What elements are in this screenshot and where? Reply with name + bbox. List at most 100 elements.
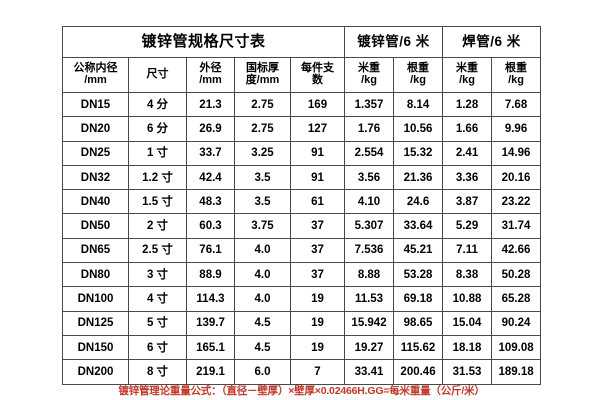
table-row: DN25 1 寸 33.7 3.25 91 2.554 15.32 2.41 1… [62,140,542,166]
cell-galv-per-stick: 200.46 [393,359,444,385]
header-line-1: 根重 [505,62,528,75]
cell-nominal-diameter: DN200 [62,359,129,385]
cell-pieces: 19 [289,334,346,361]
cell-weld-per-meter: 2.41 [442,140,493,166]
cell-galv-per-meter: 1.357 [344,91,395,118]
cell-weld-per-stick: 189.18 [491,359,542,385]
cell-weld-per-stick: 90.24 [491,310,542,336]
header-line-1: 尺寸 [146,68,169,81]
cell-galv-per-stick: 53.28 [393,262,444,288]
cell-size: 4 寸 [128,286,187,312]
cell-weld-per-meter: 1.28 [442,91,493,118]
cell-size: 2 寸 [128,213,187,239]
column-header-galv-weight-per-meter: 米重 /kg [344,57,395,93]
cell-pieces: 169 [289,91,346,118]
cell-pieces: 37 [289,262,346,288]
cell-weld-per-stick: 14.96 [491,140,542,166]
cell-weld-per-meter: 1.66 [442,116,493,142]
column-header-nominal-diameter: 公称内径 /mm [62,57,129,93]
cell-outer-diameter: 219.1 [186,359,235,385]
table-row: DN20 6 分 26.9 2.75 127 1.76 10.56 1.66 9… [62,116,542,142]
cell-thickness: 3.75 [234,213,291,239]
cell-galv-per-stick: 98.65 [393,310,444,336]
cell-outer-diameter: 76.1 [186,237,235,264]
header-line-1: 根重 [407,62,430,75]
cell-nominal-diameter: DN65 [62,237,129,264]
header-line-2: /kg [508,74,524,86]
cell-weld-per-meter: 8.38 [442,262,493,288]
cell-size: 3 寸 [128,262,187,288]
cell-weld-per-meter: 3.36 [442,164,493,191]
cell-size: 1.2 寸 [128,164,187,191]
column-header-pieces-per-bundle: 每件支 数 [289,57,346,93]
cell-galv-per-meter: 19.27 [344,334,395,361]
cell-outer-diameter: 26.9 [186,116,235,142]
table-title-row: 镀锌管规格尺寸表 镀锌管/6 米 焊管/6 米 [61,26,542,58]
cell-galv-per-meter: 1.76 [344,116,395,142]
cell-size: 5 寸 [128,310,187,336]
pipe-spec-table: 镀锌管规格尺寸表 镀锌管/6 米 焊管/6 米 公称内径 /mm 尺寸 外径 /… [61,26,542,399]
cell-outer-diameter: 165.1 [186,334,235,361]
cell-galv-per-meter: 33.41 [344,359,395,385]
cell-weld-per-meter: 5.29 [442,213,493,239]
cell-galv-per-meter: 4.10 [344,189,395,215]
header-line-2: /mm [84,74,107,86]
cell-weld-per-stick: 23.22 [491,189,542,215]
cell-galv-per-meter: 11.53 [344,286,395,312]
cell-thickness: 3.5 [234,189,291,215]
cell-pieces: 19 [289,310,346,336]
cell-size: 8 寸 [128,359,187,385]
table-row: DN65 2.5 寸 76.1 4.0 37 7.536 45.21 7.11 … [62,237,542,264]
cell-galv-per-stick: 69.18 [393,286,444,312]
column-header-row: 公称内径 /mm 尺寸 外径 /mm 国标厚 度/mm 每件支 数 [62,57,542,93]
cell-weld-per-stick: 109.08 [491,334,542,361]
cell-weld-per-meter: 18.18 [442,334,493,361]
cell-outer-diameter: 114.3 [186,286,235,312]
cell-weld-per-stick: 9.96 [491,116,542,142]
header-line-2: 数 [312,74,323,86]
cell-weld-per-meter: 31.53 [442,359,493,385]
cell-weld-per-meter: 15.04 [442,310,493,336]
cell-outer-diameter: 33.7 [186,140,235,166]
table-row: DN100 4 寸 114.3 4.0 19 11.53 69.18 10.88… [62,286,542,312]
group-header-galvanized: 镀锌管/6 米 [344,26,444,58]
cell-thickness: 2.75 [234,91,291,118]
cell-nominal-diameter: DN40 [62,189,129,215]
table-row: DN150 6 寸 165.1 4.5 19 19.27 115.62 18.1… [62,334,542,361]
cell-galv-per-meter: 5.307 [344,213,395,239]
cell-thickness: 3.5 [234,164,291,191]
cell-size: 1 寸 [128,140,187,166]
cell-thickness: 4.0 [234,286,291,312]
cell-galv-per-stick: 8.14 [393,91,444,118]
cell-outer-diameter: 139.7 [186,310,235,336]
cell-galv-per-stick: 33.64 [393,213,444,239]
cell-galv-per-meter: 15.942 [344,310,395,336]
cell-pieces: 61 [289,189,346,215]
header-line-2: /kg [361,74,377,86]
cell-thickness: 4.5 [234,334,291,361]
cell-pieces: 7 [289,359,346,385]
cell-outer-diameter: 42.4 [186,164,235,191]
header-line-2: /mm [199,74,222,86]
cell-weld-per-meter: 10.88 [442,286,493,312]
table-row: DN32 1.2 寸 42.4 3.5 91 3.56 21.36 3.36 2… [62,164,542,191]
header-line-1: 米重 [358,62,381,75]
header-line-1: 外径 [199,62,222,75]
cell-nominal-diameter: DN150 [62,334,129,361]
cell-nominal-diameter: DN15 [62,91,129,118]
cell-weld-per-stick: 20.16 [491,164,542,191]
weight-formula-note: 镀锌管理论重量公式：（直径－壁厚）×壁厚×0.02466H.GG=每米重量（公斤… [62,383,541,399]
cell-size: 6 分 [128,116,187,142]
cell-weld-per-stick: 42.66 [491,237,542,264]
cell-weld-per-stick: 7.68 [491,91,542,118]
cell-galv-per-meter: 8.88 [344,262,395,288]
cell-thickness: 6.0 [234,359,291,385]
cell-weld-per-meter: 7.11 [442,237,493,264]
cell-galv-per-meter: 2.554 [344,140,395,166]
table-row: DN80 3 寸 88.9 4.0 37 8.88 53.28 8.38 50.… [62,262,542,288]
header-line-2: /kg [459,74,475,86]
cell-thickness: 2.75 [234,116,291,142]
header-line-2: /kg [410,74,426,86]
cell-pieces: 37 [289,213,346,239]
